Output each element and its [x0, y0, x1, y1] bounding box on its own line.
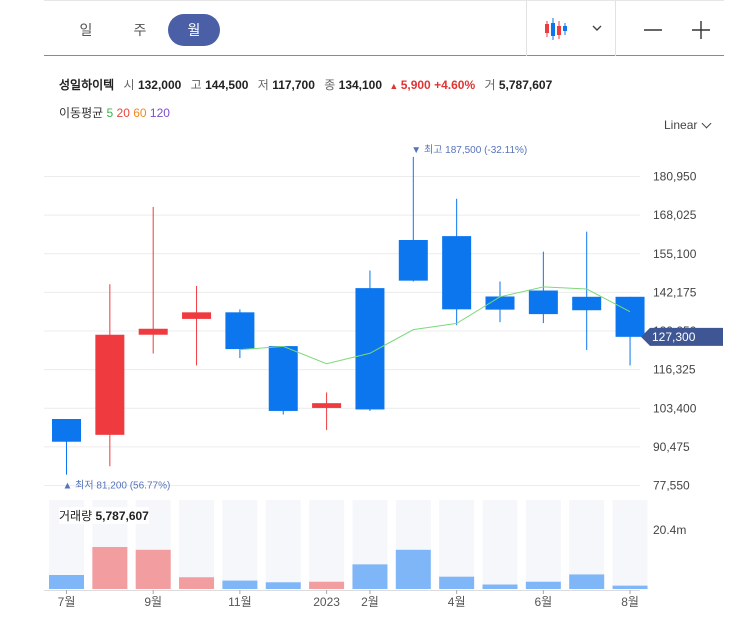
scale-label: Linear — [664, 118, 698, 132]
candle-body[interactable] — [95, 334, 125, 435]
price-tick-label: 90,475 — [653, 440, 690, 454]
high-value: 144,500 — [205, 78, 249, 92]
candle-body[interactable] — [312, 403, 342, 408]
candle-body[interactable] — [182, 312, 212, 319]
low-value: 117,700 — [272, 78, 315, 92]
current-price-value: 127,300 — [652, 330, 696, 344]
volume-column-bg — [265, 500, 301, 589]
tab-month[interactable]: 월 — [168, 14, 220, 46]
x-axis-label: 7월 — [58, 595, 76, 609]
x-axis-label: 4월 — [448, 595, 466, 609]
toolbar-divider — [615, 1, 616, 56]
ma-period-120: 120 — [146, 106, 170, 120]
low-label: 저 — [257, 78, 269, 92]
volume-column-bg — [525, 500, 561, 589]
moving-average-legend: 이동평균 5 20 60 120 — [59, 104, 170, 121]
candle-body[interactable] — [355, 288, 385, 410]
chart-toolbar: 일 주 월 — [44, 0, 724, 56]
candle-body[interactable] — [572, 296, 602, 311]
volume-column-bg — [222, 500, 258, 589]
candle-body[interactable] — [52, 419, 81, 442]
price-tick-label: 168,025 — [653, 208, 697, 222]
moving-average-label: 이동평균 — [59, 106, 104, 120]
high-price-annotation: ▼ 최고 187,500 (-32.11%) — [411, 144, 527, 156]
plus-icon[interactable] — [690, 19, 712, 41]
volume-panel-value: 5,787,607 — [95, 509, 149, 523]
volume-bar — [265, 582, 301, 589]
price-tick-label: 155,100 — [653, 247, 697, 261]
ma-period-5: 5 — [106, 106, 114, 120]
candle-body[interactable] — [615, 296, 645, 337]
x-axis-label: 11월 — [228, 595, 252, 609]
candle-body[interactable] — [528, 290, 558, 315]
volume-bar — [222, 580, 258, 589]
change-percent: +4.60% — [434, 78, 476, 92]
volume-value: 5,787,607 — [498, 78, 553, 92]
volume-bar — [439, 576, 475, 589]
volume-column-bg — [179, 500, 215, 589]
price-tick-label: 116,325 — [653, 363, 696, 377]
volume-bar — [352, 564, 388, 589]
volume-axis-tick: 20.4m — [653, 523, 686, 537]
quote-summary: 성일하이텍 시 132,000 고 144,500 저 117,700 종 13… — [59, 76, 552, 93]
candle-body[interactable] — [398, 240, 428, 281]
ma5-line — [239, 286, 631, 365]
moving-average-periods: 5 20 60 120 — [107, 106, 170, 120]
volume-bar — [135, 549, 171, 589]
volume-bar — [395, 549, 431, 589]
volume-bar — [92, 547, 128, 589]
x-axis-label: 2월 — [361, 595, 379, 609]
candle-body[interactable] — [268, 346, 298, 411]
volume-column-bg — [439, 500, 475, 589]
tab-day[interactable]: 일 — [79, 22, 93, 38]
price-tick-label: 142,175 — [653, 285, 697, 299]
tab-week[interactable]: 주 — [133, 22, 147, 38]
toolbar-divider — [526, 1, 527, 56]
candlestick-icon[interactable] — [542, 15, 574, 43]
current-price-tag — [641, 327, 723, 346]
low-price-annotation: ▲ 최저 81,200 (56.77%) — [63, 480, 171, 492]
change-amount: 5,900 — [400, 78, 431, 92]
volume-bar — [612, 585, 648, 589]
price-tick-label: 103,400 — [653, 401, 697, 415]
volume-bar — [179, 577, 215, 589]
volume-column-bg — [569, 500, 605, 589]
volume-column-bg — [482, 500, 518, 589]
volume-panel-title: 거래량 — [59, 509, 93, 523]
volume-label: 거 — [484, 78, 496, 92]
candle-body[interactable] — [225, 312, 255, 350]
change-value: ▲ 5,900 +4.60% — [389, 78, 475, 92]
scale-selector[interactable]: Linear — [664, 118, 712, 132]
stock-name: 성일하이텍 — [59, 78, 115, 92]
x-axis-label: 2023 — [313, 595, 340, 609]
price-tick-label: 77,550 — [653, 479, 690, 493]
open-label: 시 — [123, 78, 135, 92]
volume-bar — [482, 584, 518, 589]
volume-bar — [309, 581, 345, 589]
candle-body[interactable] — [485, 296, 515, 310]
high-label: 고 — [190, 78, 202, 92]
price-tick-label: 180,950 — [653, 170, 697, 184]
close-label: 종 — [324, 78, 336, 92]
volume-bar — [569, 574, 605, 589]
ma-period-20: 20 — [113, 106, 130, 120]
close-value: 134,100 — [338, 78, 383, 92]
volume-column-bg — [309, 500, 345, 589]
minus-icon[interactable] — [642, 19, 664, 41]
x-axis-label: 6월 — [534, 595, 552, 609]
volume-panel-label: 거래량 5,787,607 — [59, 507, 149, 524]
candle-body[interactable] — [138, 328, 168, 335]
chevron-down-icon[interactable] — [590, 21, 604, 35]
candle-body[interactable] — [442, 236, 472, 310]
volume-bar — [49, 575, 84, 589]
volume-bar — [525, 581, 561, 589]
ma-period-60: 60 — [129, 106, 147, 120]
open-value: 132,000 — [137, 78, 182, 92]
x-axis-label: 8월 — [621, 595, 639, 609]
x-axis-label: 9월 — [144, 595, 162, 609]
volume-column-bg — [612, 500, 648, 589]
up-arrow-icon: ▲ — [389, 81, 399, 91]
